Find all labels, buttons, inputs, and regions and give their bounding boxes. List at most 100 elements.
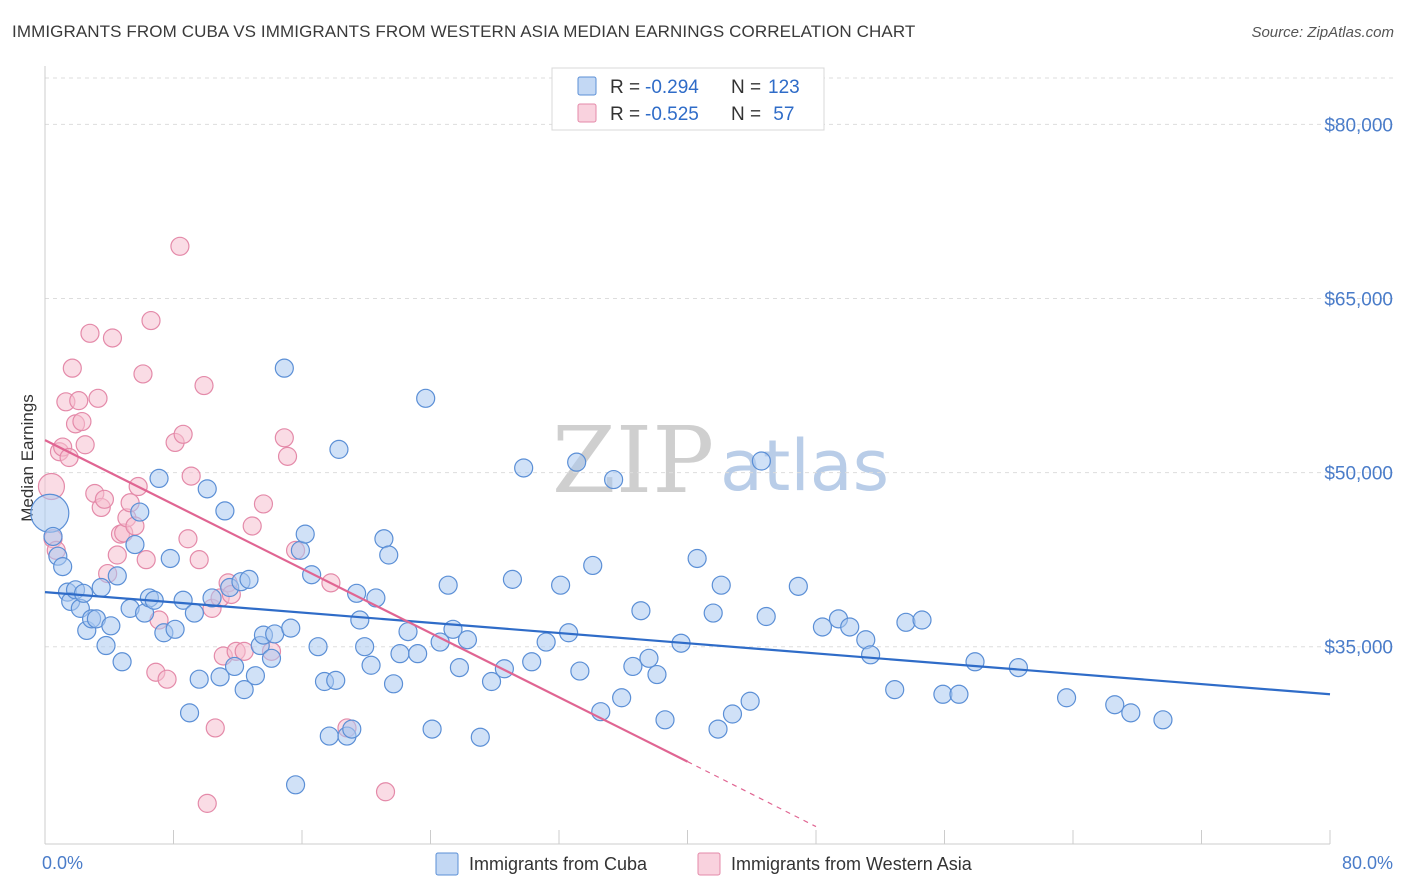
point-cuba — [570, 661, 590, 681]
point-western-asia — [170, 236, 190, 256]
point-cuba — [308, 637, 328, 657]
x-tick-min: 0.0% — [42, 853, 83, 873]
point-cuba — [631, 601, 651, 621]
point-cuba — [551, 575, 571, 595]
point-cuba — [329, 439, 349, 459]
axes — [44, 66, 1331, 845]
legend-r-label-western-asia: R = — [610, 104, 640, 125]
trend-lines — [44, 439, 1331, 828]
point-cuba — [265, 624, 285, 644]
point-cuba — [933, 684, 953, 704]
point-western-asia — [253, 494, 274, 514]
point-cuba — [788, 576, 808, 596]
point-cuba — [224, 656, 245, 677]
point-cuba — [366, 588, 386, 608]
point-cuba — [350, 610, 370, 630]
point-cuba — [390, 644, 410, 664]
point-cuba — [383, 674, 404, 694]
point-western-asia — [173, 424, 193, 444]
point-cuba — [165, 619, 185, 639]
point-cuba — [481, 671, 502, 692]
point-cuba — [73, 583, 94, 603]
point-western-asia — [242, 516, 262, 536]
point-cuba — [125, 534, 145, 555]
point-cuba — [812, 617, 833, 637]
trend-line-cuba — [44, 591, 1331, 696]
point-cuba — [965, 652, 985, 672]
point-cuba — [96, 635, 116, 656]
point-western-asia — [88, 388, 108, 408]
point-cuba — [234, 680, 254, 700]
point-western-asia — [274, 428, 294, 448]
point-western-asia — [178, 529, 198, 549]
point-western-asia — [69, 391, 89, 411]
chart-title: IMMIGRANTS FROM CUBA VS IMMIGRANTS FROM … — [12, 22, 916, 41]
point-western-asia — [80, 323, 100, 343]
point-cuba — [355, 637, 375, 657]
point-western-asia — [197, 793, 217, 813]
point-cuba — [567, 452, 587, 472]
point-cuba — [470, 727, 490, 747]
point-western-asia — [136, 550, 156, 570]
legend-box — [551, 67, 825, 131]
point-western-asia — [107, 545, 127, 565]
point-cuba — [502, 569, 523, 589]
point-cuba — [949, 684, 969, 704]
point-cuba — [215, 501, 235, 521]
point-cuba — [197, 479, 217, 499]
series-legend: Immigrants from Cuba Immigrants from Wes… — [435, 852, 973, 876]
point-cuba — [1153, 710, 1173, 730]
point-western-asia — [375, 782, 396, 802]
legend-r-value-cuba: -0.294 — [645, 77, 699, 98]
point-cuba — [91, 577, 111, 598]
point-cuba — [101, 616, 121, 636]
point-cuba — [514, 458, 534, 478]
legend-swatch-western-asia — [577, 103, 597, 123]
point-cuba — [522, 652, 542, 672]
point-cuba — [53, 557, 73, 577]
y-tick-label: $50,000 — [1324, 464, 1393, 485]
point-cuba — [30, 493, 70, 533]
point-cuba — [612, 688, 632, 708]
point-western-asia — [62, 358, 82, 378]
correlation-legend: R = -0.294 N = 123 R = -0.525 N = 57 — [551, 67, 825, 131]
point-cuba — [647, 664, 667, 685]
point-cuba — [149, 468, 169, 489]
point-western-asia — [194, 375, 214, 396]
y-tick-label: $35,000 — [1324, 638, 1393, 659]
point-western-asia — [205, 718, 225, 738]
point-cuba — [319, 726, 339, 746]
point-cuba — [740, 691, 760, 711]
point-cuba — [416, 388, 436, 408]
point-cuba — [655, 710, 675, 730]
point-cuba — [112, 652, 132, 672]
point-cuba — [623, 656, 643, 677]
x-tick-max: 80.0% — [1342, 853, 1393, 873]
bottom-legend-label-western-asia: Immigrants from Western Asia — [731, 854, 973, 874]
point-cuba — [438, 575, 458, 595]
point-cuba — [1008, 657, 1028, 678]
point-cuba — [245, 666, 266, 686]
point-cuba — [885, 680, 905, 700]
y-tick-label: $65,000 — [1324, 290, 1393, 311]
bottom-legend-swatch-cuba — [435, 852, 459, 876]
point-cuba — [912, 610, 932, 630]
point-cuba — [1056, 688, 1077, 708]
point-western-asia — [277, 446, 298, 466]
legend-n-value-western-asia: 57 — [768, 104, 794, 125]
point-cuba — [374, 529, 394, 549]
source-label: Source: ZipAtlas.com — [1251, 24, 1394, 41]
point-cuba — [160, 548, 180, 569]
bottom-legend-label-cuba: Immigrants from Cuba — [469, 854, 648, 874]
legend-r-value-western-asia: -0.525 — [645, 104, 699, 125]
point-western-asia — [94, 489, 115, 509]
point-western-asia — [72, 411, 92, 432]
point-cuba — [722, 704, 743, 724]
trend-line-western-asia-extension — [687, 761, 817, 828]
point-cuba — [457, 630, 478, 650]
point-western-asia — [133, 364, 153, 384]
watermark-atlas: atlas — [720, 425, 889, 507]
point-cuba — [295, 524, 315, 544]
point-cuba — [449, 657, 470, 678]
